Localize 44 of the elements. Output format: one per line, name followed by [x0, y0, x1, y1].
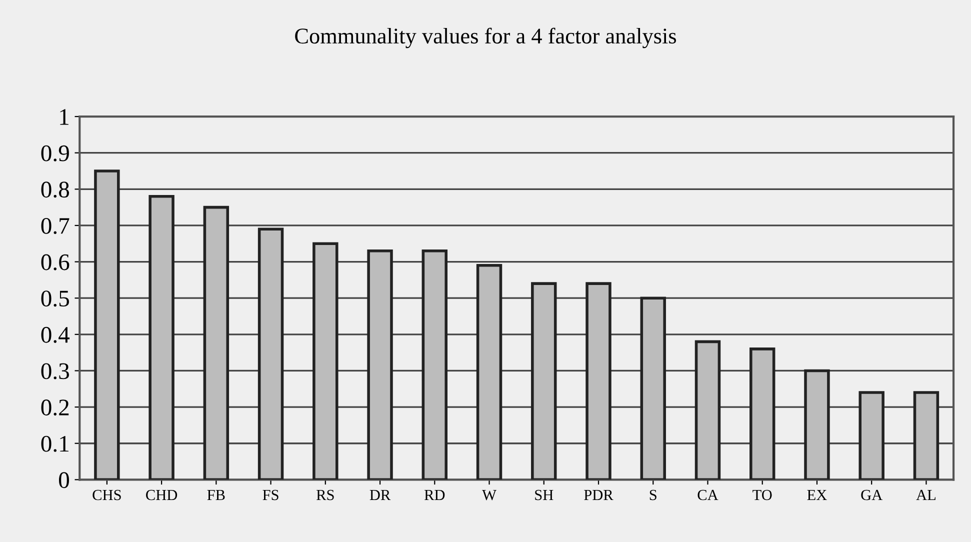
bar	[640, 296, 666, 480]
bar	[749, 348, 776, 480]
x-tick-label: GA	[861, 490, 883, 500]
y-tick-label: 0.3	[41, 363, 69, 380]
y-tick-label: 0.9	[41, 145, 69, 162]
bar	[586, 282, 612, 480]
bar	[476, 264, 502, 480]
x-tick-label: TO	[752, 490, 772, 500]
y-tick-label: 0.8	[41, 182, 69, 198]
x-tick-label: FB	[207, 490, 225, 500]
y-tick-label: 0.7	[41, 218, 70, 234]
x-tick-label: CHS	[92, 490, 121, 500]
x-tick-label: CHD	[146, 490, 178, 500]
x-tick-label: RS	[316, 490, 334, 500]
bar	[94, 170, 120, 480]
bar	[258, 228, 284, 480]
y-tick-label: 0.1	[41, 436, 68, 452]
y-tick-label: 0.6	[41, 254, 70, 270]
bar	[312, 242, 338, 480]
x-tick-label: CA	[698, 490, 718, 500]
y-tick-label: 1	[60, 109, 68, 125]
x-tick-label: DR	[370, 490, 391, 500]
x-tick-label: AL	[916, 490, 936, 500]
bar	[422, 250, 448, 480]
x-tick-label: S	[650, 490, 656, 500]
bar	[913, 391, 940, 480]
x-tick-label: PDR	[584, 490, 614, 500]
x-tick-label: RD	[424, 490, 445, 500]
chart-title: Communality values for a 4 factor analysis	[295, 28, 676, 48]
bar	[148, 195, 174, 480]
y-tick-label: 0.4	[41, 326, 70, 343]
x-tick-label: FS	[262, 490, 278, 500]
y-tick-label: 0	[58, 472, 69, 488]
x-tick-label: W	[482, 490, 496, 500]
bar	[203, 206, 230, 480]
bar	[367, 250, 393, 480]
y-tick-label: 0.2	[41, 400, 69, 416]
bar	[804, 369, 830, 480]
bar	[858, 391, 884, 480]
bar	[531, 282, 557, 480]
x-tick-label: SH	[535, 490, 554, 500]
bar	[694, 340, 721, 480]
x-tick-label: EX	[807, 490, 827, 500]
y-tick-label: 0.5	[41, 290, 69, 307]
